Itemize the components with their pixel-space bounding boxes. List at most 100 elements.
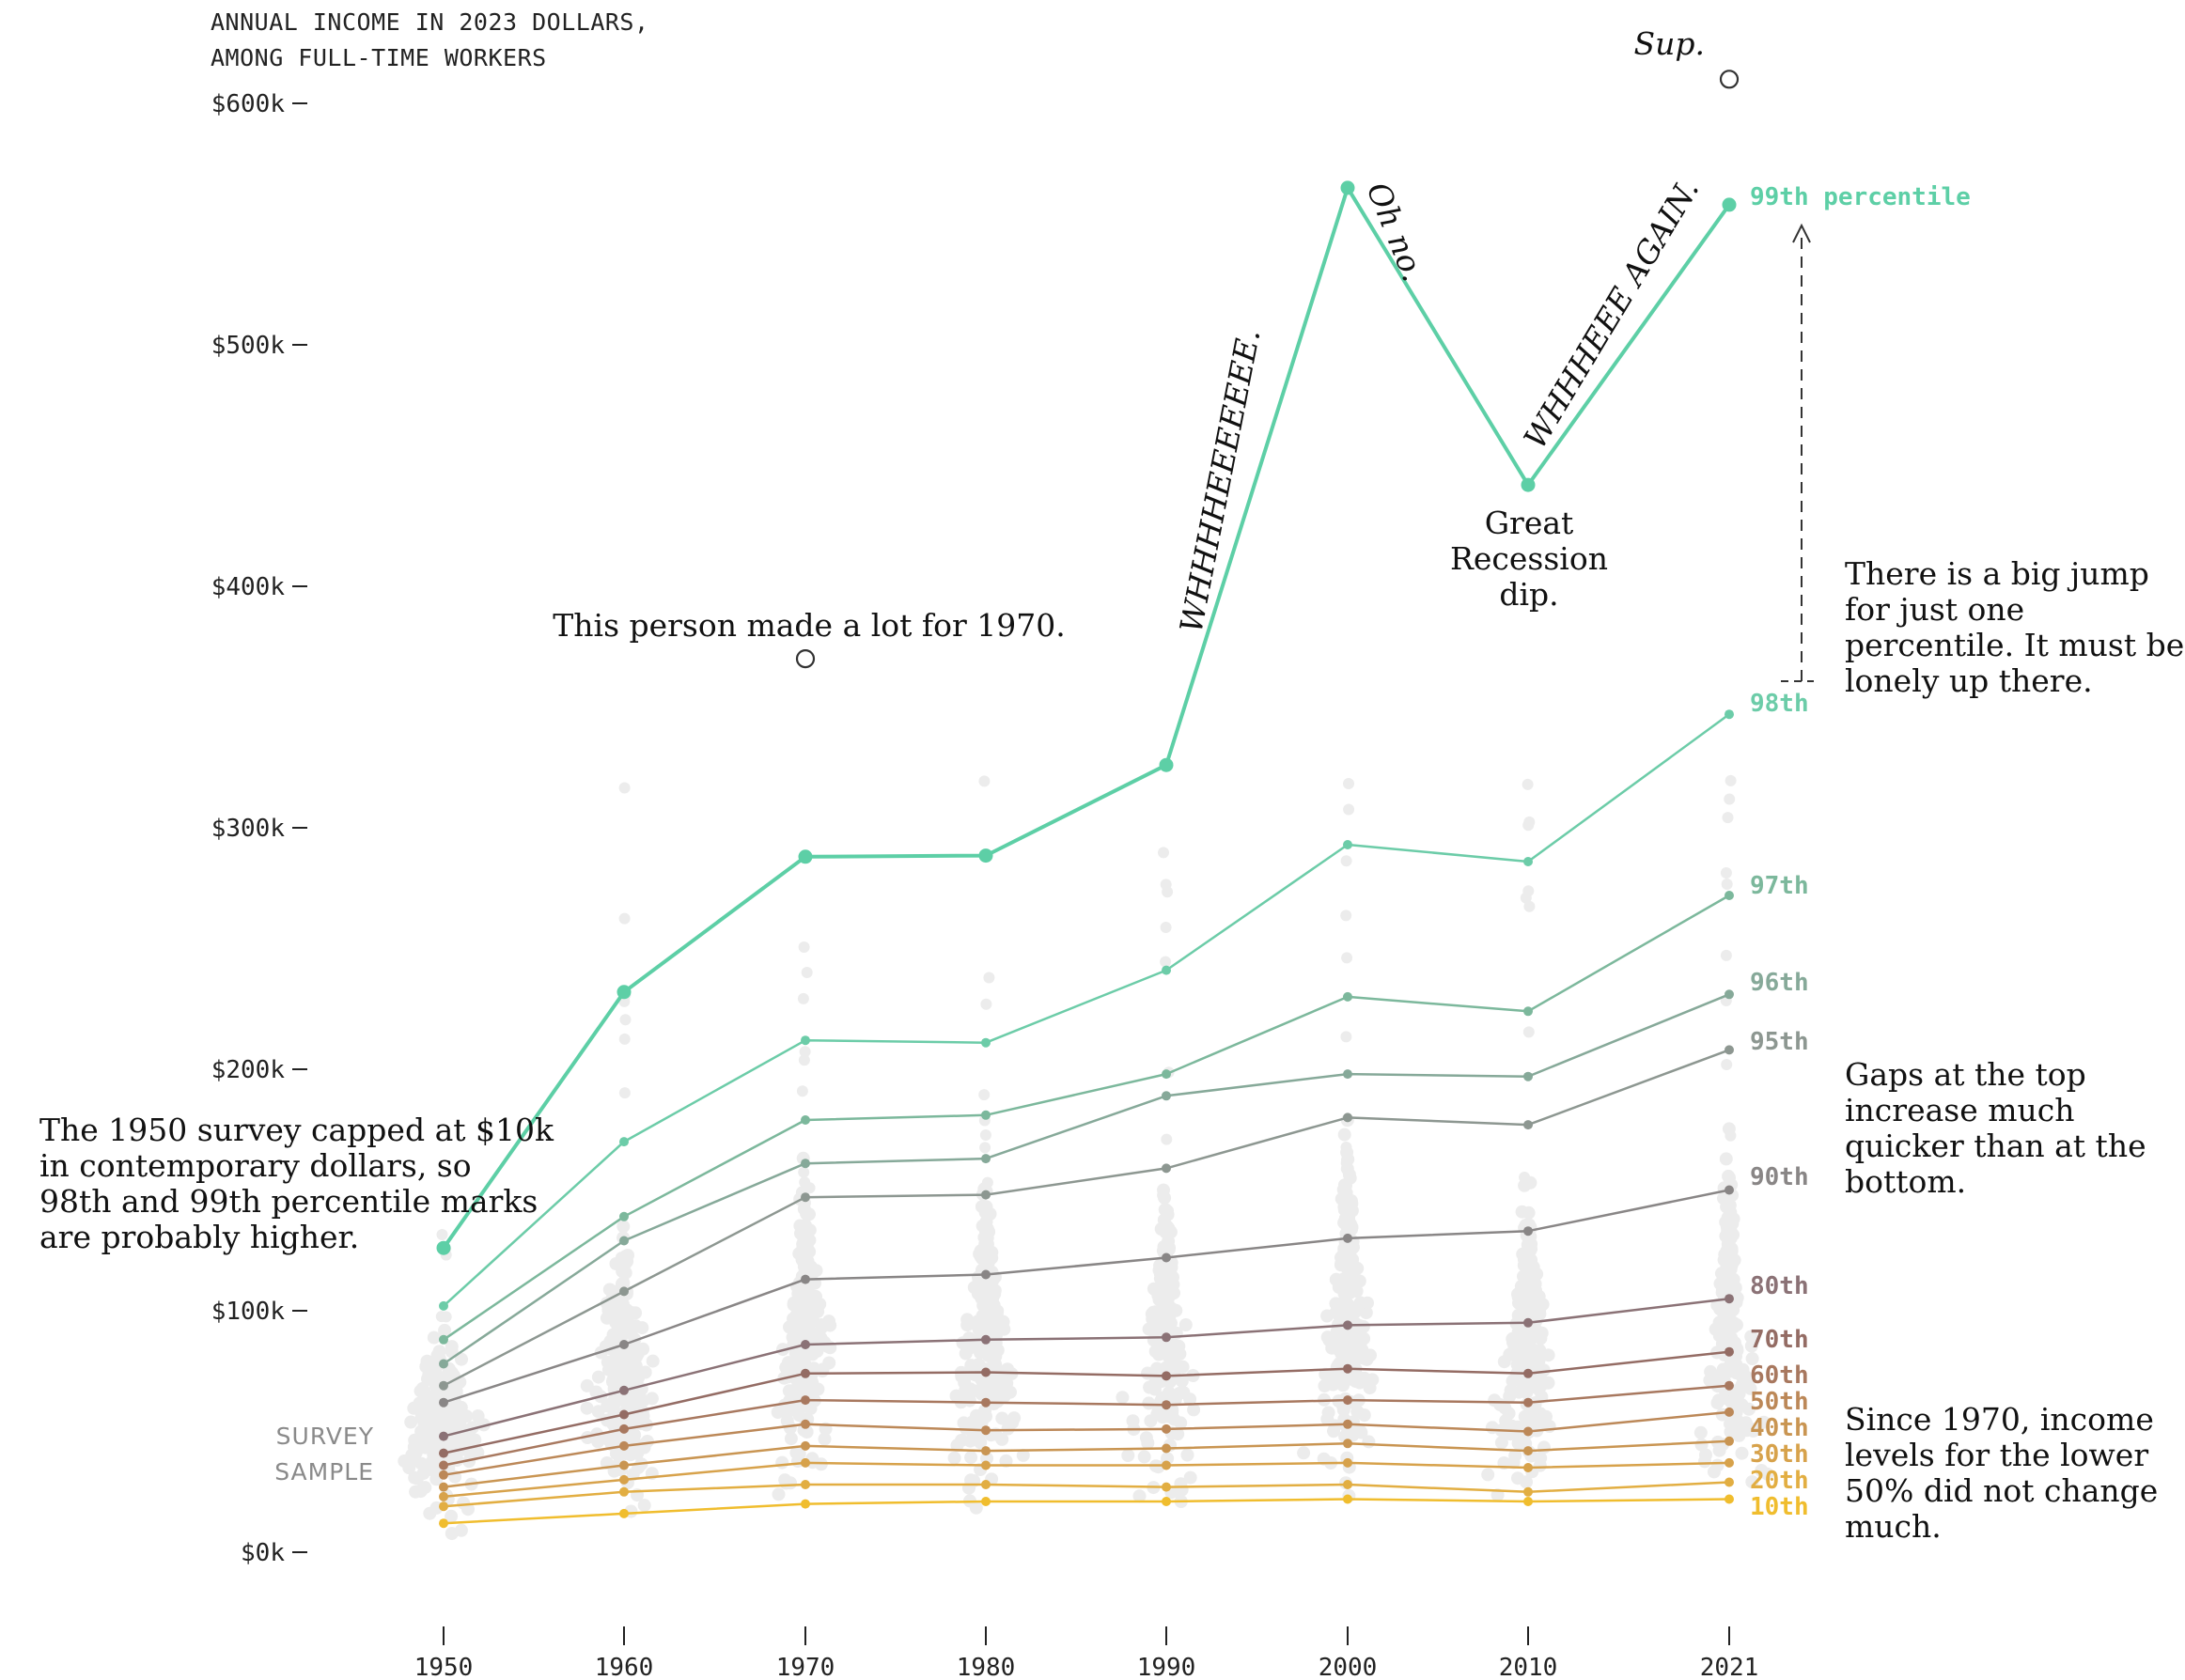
data-point-60th [1162,1400,1171,1410]
sample-dot [1519,1172,1531,1183]
sample-dot [799,1259,813,1273]
axis-title: AMONG FULL-TIME WORKERS [211,44,547,71]
sample-dot [1720,949,1732,961]
sample-dot [1523,900,1536,912]
sample-dot [1160,1222,1174,1237]
sample-dot [964,1359,978,1373]
sample-dot [797,992,809,1004]
annotation-since-1970: levels for the lower [1845,1437,2148,1473]
data-point-20th [1523,1486,1533,1497]
sample-dot [1183,1470,1197,1485]
annotation-since-1970: much. [1845,1508,1942,1545]
sample-dot [1481,1468,1495,1482]
data-point-96th [1343,1069,1352,1080]
data-point-90th [801,1274,810,1284]
sample-dot [1724,1251,1738,1264]
data-point-95th [1162,1163,1171,1174]
sample-dot [1704,1364,1718,1378]
data-point-90th [619,1340,629,1349]
series-line-95th [443,1049,1730,1387]
percentile-label-20th: 20th [1750,1467,1809,1495]
sample-dot [445,1366,459,1379]
annotation-since-1970: Since 1970, income [1845,1401,2154,1438]
data-point-95th [981,1190,991,1200]
data-point-80th [1523,1317,1533,1328]
data-point-96th [801,1159,810,1169]
sample-dot [1156,1409,1170,1423]
sample-dot [1518,1409,1532,1423]
sample-dot [589,1385,603,1399]
sample-dot [798,1237,812,1252]
sample-dot [970,1408,983,1423]
outlier-marker [1719,70,1740,89]
sample-dot [1320,1412,1334,1426]
percentile-label-95th: 95th [1750,1028,1809,1056]
sample-dot [1502,1407,1516,1421]
sample-dot [1157,1240,1171,1254]
data-point-96th [619,1236,629,1246]
sample-dot [964,1451,978,1465]
data-point-60th [1343,1395,1352,1406]
sample-dot [440,1311,452,1323]
annotation-gaps-top: Gaps at the top [1845,1056,2086,1093]
sample-dot [616,1265,630,1278]
y-tick-label: $500k [211,332,286,360]
sample-dot [1157,1190,1169,1202]
sample-dot [779,1361,793,1375]
percentile-label-80th: 80th [1750,1272,1809,1300]
data-point-60th [619,1423,629,1434]
x-tick-label: 1950 [414,1654,474,1680]
data-point-60th [1725,1380,1734,1391]
data-point-20th [439,1501,448,1512]
sample-dot [1744,1339,1758,1353]
data-point-97th [1162,1069,1171,1080]
sample-dot [790,1311,804,1325]
sample-dot [1745,1352,1759,1365]
data-point-90th [1523,1226,1533,1237]
data-point-98th [619,1137,629,1147]
sample-dot [591,1370,605,1384]
sample-dot [804,1182,816,1194]
percentile-label-30th: 30th [1750,1440,1809,1469]
sample-dot [646,1354,660,1368]
survey-label: SAMPLE [274,1458,374,1486]
sample-dot [1523,816,1536,828]
data-point-30th [1523,1463,1533,1472]
sample-dot [798,941,810,953]
sample-dot [1152,1347,1165,1361]
x-tick-label: 1970 [776,1654,835,1680]
data-point-50th [439,1470,448,1480]
sample-dot [1522,885,1535,897]
percentile-label-97th: 97th [1750,872,1809,900]
data-point-10th [1523,1497,1533,1506]
sample-dot [415,1429,429,1443]
sample-dot [963,1434,977,1448]
sample-dot [818,1432,832,1446]
sample-dot [618,1087,631,1099]
sample-dot [1353,1296,1367,1310]
data-point-60th [801,1395,810,1406]
sample-dot [801,967,813,978]
sample-dot [1722,812,1734,824]
sample-dot [995,1432,1009,1446]
sample-dot [962,1331,976,1346]
sample-dot [1735,1446,1749,1460]
annotation-person-1970: This person made a lot for 1970. [553,607,1065,644]
sample-dot [410,1471,424,1486]
sample-dot [1723,1264,1737,1278]
sample-dot [804,1312,818,1325]
sample-dot [455,1352,468,1366]
sample-dot [950,1439,964,1453]
sample-dot [1340,1142,1352,1153]
sample-dot [1180,1448,1194,1462]
data-point-40th [619,1460,629,1470]
sample-dot [1343,803,1355,816]
data-point-10th [439,1518,448,1529]
sample-dot [1340,910,1352,922]
sample-dot [800,1425,814,1439]
data-point-30th [1343,1457,1352,1468]
data-point-80th [801,1340,810,1349]
sample-dot [1155,1294,1169,1308]
annotation-oh-no: Oh no. [1360,177,1432,286]
